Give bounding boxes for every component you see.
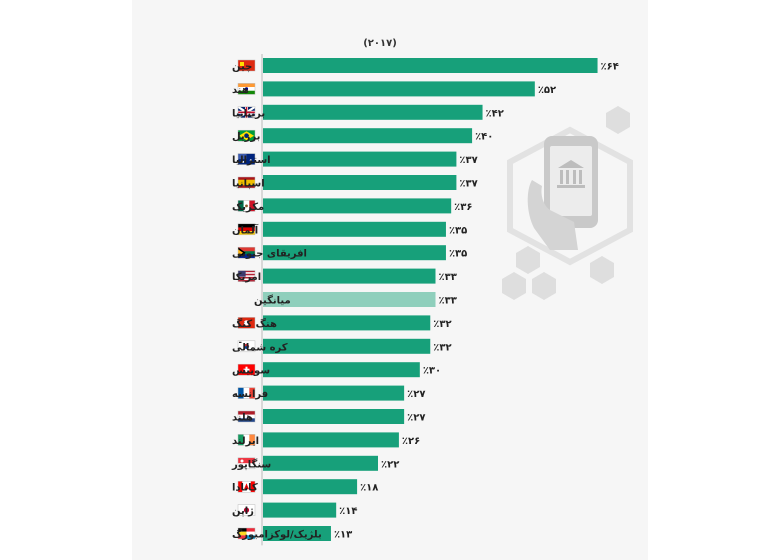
country-label-8: آلمان bbox=[232, 223, 259, 236]
country-label-2: هند bbox=[232, 85, 249, 96]
country-label-4: برزیل bbox=[232, 132, 260, 143]
value-label-9: ٪۳۵ bbox=[449, 249, 467, 260]
bar-15 bbox=[263, 385, 405, 401]
bar-7 bbox=[263, 198, 452, 214]
bar-11 bbox=[263, 292, 436, 307]
bar-13 bbox=[263, 338, 431, 354]
value-label-19: ٪۱۸ bbox=[360, 483, 378, 494]
value-label-13: ٪۳۲ bbox=[433, 342, 451, 353]
canada-flag-icon bbox=[237, 480, 256, 493]
value-label-2: ٪۵۲ bbox=[538, 85, 556, 96]
usa-flag-icon bbox=[237, 270, 256, 282]
bar-10 bbox=[263, 268, 436, 284]
bar-14 bbox=[263, 362, 420, 378]
value-label-8: ٪۳۵ bbox=[449, 225, 467, 236]
country-label-11: میانگین bbox=[254, 294, 291, 307]
value-label-7: ٪۳۶ bbox=[454, 202, 472, 213]
hexagon-frame bbox=[507, 126, 633, 266]
country-label-21: بلژیک/لوکزامبورگ bbox=[232, 528, 322, 541]
country-label-20: ژاپن bbox=[232, 506, 254, 517]
india-flag-icon bbox=[237, 83, 256, 95]
country-label-5: استرالیا bbox=[232, 155, 271, 166]
value-label-4: ٪۴۰ bbox=[475, 132, 493, 143]
country-label-13: کره شمالی bbox=[232, 342, 288, 353]
hexagon-decoration-bottom-3 bbox=[502, 272, 526, 300]
mexico-flag-icon bbox=[237, 200, 256, 212]
bar-9 bbox=[263, 245, 446, 261]
spain-flag-icon bbox=[237, 176, 256, 189]
bar-5 bbox=[263, 151, 457, 167]
country-label-7: مکزیک bbox=[232, 202, 264, 213]
hexagon-decoration-bottom-1 bbox=[516, 246, 540, 274]
switzerland-flag-icon bbox=[237, 363, 256, 376]
value-label-17: ٪۲۶ bbox=[402, 436, 420, 447]
country-label-6: اسپانیا bbox=[232, 179, 265, 190]
value-label-14: ٪۳۰ bbox=[423, 366, 441, 377]
bar-6 bbox=[263, 175, 457, 190]
value-label-12: ٪۳۲ bbox=[433, 319, 451, 330]
australia-flag-icon bbox=[237, 153, 256, 165]
hand-shape bbox=[527, 180, 578, 250]
value-label-1: ٪۶۴ bbox=[601, 62, 619, 73]
belgium-luxembourg-flag-icon bbox=[237, 527, 256, 540]
japan-flag-icon bbox=[237, 504, 256, 516]
country-label-10: امریکا bbox=[232, 272, 261, 283]
bar-21 bbox=[263, 526, 331, 541]
country-label-3: بریتانیا bbox=[232, 108, 265, 119]
country-label-18: سنگاپور bbox=[231, 457, 271, 470]
bar-17 bbox=[263, 432, 399, 448]
bar-12 bbox=[263, 315, 431, 331]
brazil-flag-icon bbox=[237, 129, 256, 142]
value-label-11: ٪۳۳ bbox=[439, 296, 457, 307]
value-label-3: ٪۴۲ bbox=[486, 108, 504, 119]
value-label-15: ٪۲۷ bbox=[407, 389, 425, 400]
bank-icon bbox=[557, 160, 585, 188]
mobile-banking-hand-icon bbox=[502, 106, 633, 300]
hexagon-decoration-bottom-4 bbox=[590, 256, 614, 284]
bar-8 bbox=[263, 221, 446, 237]
value-label-18: ٪۲۲ bbox=[381, 459, 399, 470]
value-label-6: ٪۳۷ bbox=[459, 179, 477, 190]
netherlands-flag-icon bbox=[237, 410, 256, 423]
phone-screen bbox=[550, 146, 592, 216]
hong-kong-flag-icon bbox=[237, 317, 256, 329]
bar-4 bbox=[263, 128, 473, 144]
uk-flag-icon bbox=[237, 105, 256, 119]
ireland-flag-icon bbox=[237, 434, 256, 446]
country-label-1: چین bbox=[232, 62, 252, 73]
country-label-14: سوییس bbox=[232, 366, 270, 377]
france-flag-icon bbox=[237, 387, 256, 399]
bar-16 bbox=[263, 409, 405, 424]
china-flag-icon bbox=[237, 59, 256, 72]
country-label-17: ایرلند bbox=[232, 436, 259, 447]
value-label-21: ٪۱۳ bbox=[334, 530, 352, 541]
bar-3 bbox=[263, 104, 483, 120]
germany-flag-icon bbox=[237, 223, 256, 236]
value-label-5: ٪۳۷ bbox=[459, 155, 477, 166]
value-label-20: ٪۱۴ bbox=[339, 506, 357, 517]
hexagon-decoration-bottom-2 bbox=[532, 272, 556, 300]
south-korea-flag-icon bbox=[237, 340, 256, 353]
country-label-12: هنگ کنگ bbox=[232, 318, 277, 330]
value-label-10: ٪۳۳ bbox=[439, 272, 457, 283]
country-label-16: هلند bbox=[232, 413, 253, 424]
bar-1 bbox=[263, 58, 598, 73]
bar-18 bbox=[263, 455, 378, 471]
country-label-9: افریقای جنوبی bbox=[232, 249, 307, 260]
chart-subtitle: (۲۰۱۷) bbox=[363, 38, 397, 49]
hexagon-decoration-top bbox=[606, 106, 630, 134]
bar-2 bbox=[263, 81, 535, 97]
bar-19 bbox=[263, 479, 358, 495]
value-label-16: ٪۲۷ bbox=[407, 413, 425, 424]
country-label-15: فرانسه bbox=[232, 389, 268, 400]
bar-20 bbox=[263, 502, 337, 518]
south-africa-flag-icon bbox=[237, 246, 256, 259]
singapore-flag-icon bbox=[237, 457, 256, 470]
country-label-19: کانادا bbox=[232, 483, 258, 494]
